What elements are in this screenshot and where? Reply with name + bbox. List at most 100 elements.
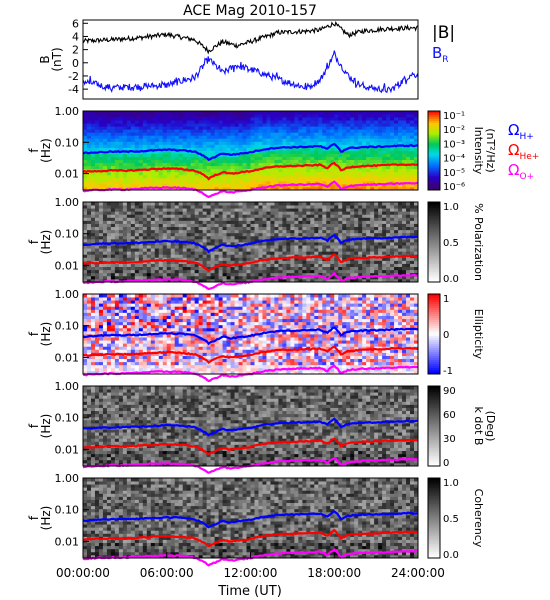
spectrogram-cell bbox=[218, 186, 223, 191]
spectrogram-cell bbox=[126, 315, 132, 320]
spectrogram-cell bbox=[110, 114, 116, 118]
spectrogram-cell bbox=[98, 257, 104, 261]
spectrogram-cell bbox=[114, 135, 120, 139]
spectrogram-cell bbox=[194, 126, 200, 130]
spectrogram-cell bbox=[226, 180, 231, 185]
spectrogram-cell bbox=[294, 245, 299, 249]
spectrogram-cell bbox=[170, 150, 176, 154]
spectrogram-cell bbox=[282, 126, 287, 130]
spectrogram-cell bbox=[206, 235, 212, 240]
spectrogram-cell bbox=[154, 205, 160, 209]
spectrogram-cell bbox=[86, 340, 92, 344]
spectrogram-cell bbox=[238, 186, 243, 191]
spectrogram-cell bbox=[226, 165, 231, 170]
spectrogram-cell bbox=[134, 309, 140, 313]
spectrogram-cell bbox=[246, 257, 251, 261]
colorbar-step bbox=[428, 248, 440, 251]
spectrogram-cell bbox=[98, 300, 104, 304]
spectrogram-cell bbox=[246, 260, 251, 264]
spectrogram-cell bbox=[118, 257, 124, 261]
spectrogram-cell bbox=[178, 251, 184, 255]
spectrogram-cell bbox=[262, 217, 267, 221]
spectrogram-cell bbox=[342, 223, 347, 228]
spectrogram-cell bbox=[186, 226, 192, 231]
spectrogram-cell bbox=[262, 141, 267, 145]
spectrogram-cell bbox=[406, 214, 411, 218]
spectrogram-cell bbox=[406, 117, 411, 121]
spectrogram-cell bbox=[394, 220, 399, 224]
spectrogram-cell bbox=[142, 337, 148, 341]
spectrogram-cell bbox=[290, 232, 295, 237]
panel-frame bbox=[82, 110, 419, 191]
spectrogram-cell bbox=[238, 245, 243, 249]
spectrogram-cell bbox=[90, 205, 96, 209]
spectrogram-cell bbox=[238, 260, 243, 264]
spectrogram-cell bbox=[366, 257, 371, 261]
spectrogram-cell bbox=[198, 180, 204, 185]
spectrogram-cell bbox=[386, 238, 391, 243]
spectrogram-cell bbox=[342, 235, 347, 240]
spectrogram-cell bbox=[414, 117, 419, 121]
spectrogram-cell bbox=[342, 117, 347, 121]
spectrogram-cell bbox=[242, 217, 247, 221]
spectrogram-cell bbox=[326, 126, 331, 130]
spectrogram-cell bbox=[334, 217, 339, 221]
spectrogram-cell bbox=[282, 202, 287, 206]
spectrogram-cell bbox=[94, 257, 100, 261]
spectrogram-cell bbox=[406, 111, 411, 115]
spectrogram-cell bbox=[234, 162, 239, 167]
spectrogram-cell bbox=[282, 129, 287, 133]
spectrogram-cell bbox=[210, 238, 216, 243]
spectrogram-cell bbox=[146, 330, 152, 335]
spectrogram-cell bbox=[190, 174, 196, 179]
spectrogram-cell bbox=[222, 211, 227, 215]
spectrogram-cell bbox=[90, 318, 96, 323]
spectrogram-cell bbox=[83, 132, 88, 136]
spectrogram-cell bbox=[282, 220, 287, 224]
spectrogram-cell bbox=[234, 235, 239, 240]
spectrogram-cell bbox=[162, 117, 168, 121]
spectrogram-cell bbox=[262, 153, 267, 157]
spectrogram-cell bbox=[130, 171, 136, 176]
spectrogram-cell bbox=[86, 349, 92, 353]
colorbar: 1.00.50.0% Polarization bbox=[427, 201, 485, 285]
spectrogram-cell bbox=[90, 364, 96, 369]
spectrogram-cell bbox=[362, 242, 367, 246]
spectrogram-cell bbox=[86, 132, 92, 136]
spectrogram-cell bbox=[262, 177, 267, 182]
spectrogram-cell bbox=[370, 245, 375, 249]
spectrogram-cell bbox=[182, 226, 188, 231]
spectrogram-cell bbox=[83, 321, 88, 326]
spectrogram-cell bbox=[190, 275, 196, 280]
spectrogram-cell bbox=[102, 220, 108, 224]
spectrogram-cell bbox=[130, 135, 136, 139]
spectrogram-cell bbox=[238, 223, 243, 228]
spectrogram-cell bbox=[198, 214, 204, 218]
spectrogram-cell bbox=[270, 251, 275, 255]
spectrogram-cell bbox=[354, 232, 359, 237]
spectrogram-cell bbox=[126, 147, 132, 151]
colorbar-step bbox=[428, 144, 440, 147]
spectrogram-cell bbox=[238, 114, 243, 118]
spectrogram-cell bbox=[138, 343, 144, 347]
spectrogram-cell bbox=[274, 232, 279, 237]
spectrogram-cell bbox=[262, 111, 267, 115]
spectrogram-cell bbox=[306, 220, 311, 224]
spectrogram-cell bbox=[86, 147, 92, 151]
spectrogram-cell bbox=[102, 321, 108, 326]
spectrogram-cell bbox=[130, 257, 136, 261]
spectrogram-cell bbox=[266, 123, 271, 127]
spectrogram-cell bbox=[122, 141, 128, 145]
spectrogram-cell bbox=[170, 117, 176, 121]
spectrogram-cell bbox=[146, 315, 152, 320]
spectrogram-cell bbox=[230, 205, 235, 209]
spectrogram-cell bbox=[150, 263, 156, 268]
spectrogram-cell bbox=[110, 147, 116, 151]
spectrogram-cell bbox=[398, 177, 403, 182]
spectrogram-cell bbox=[122, 269, 128, 274]
spectrogram-cell bbox=[406, 177, 411, 182]
spectrogram-cell bbox=[106, 355, 112, 360]
spectrogram-cell bbox=[83, 129, 88, 133]
spectrogram-cell bbox=[354, 260, 359, 264]
spectrogram-cell bbox=[306, 171, 311, 176]
